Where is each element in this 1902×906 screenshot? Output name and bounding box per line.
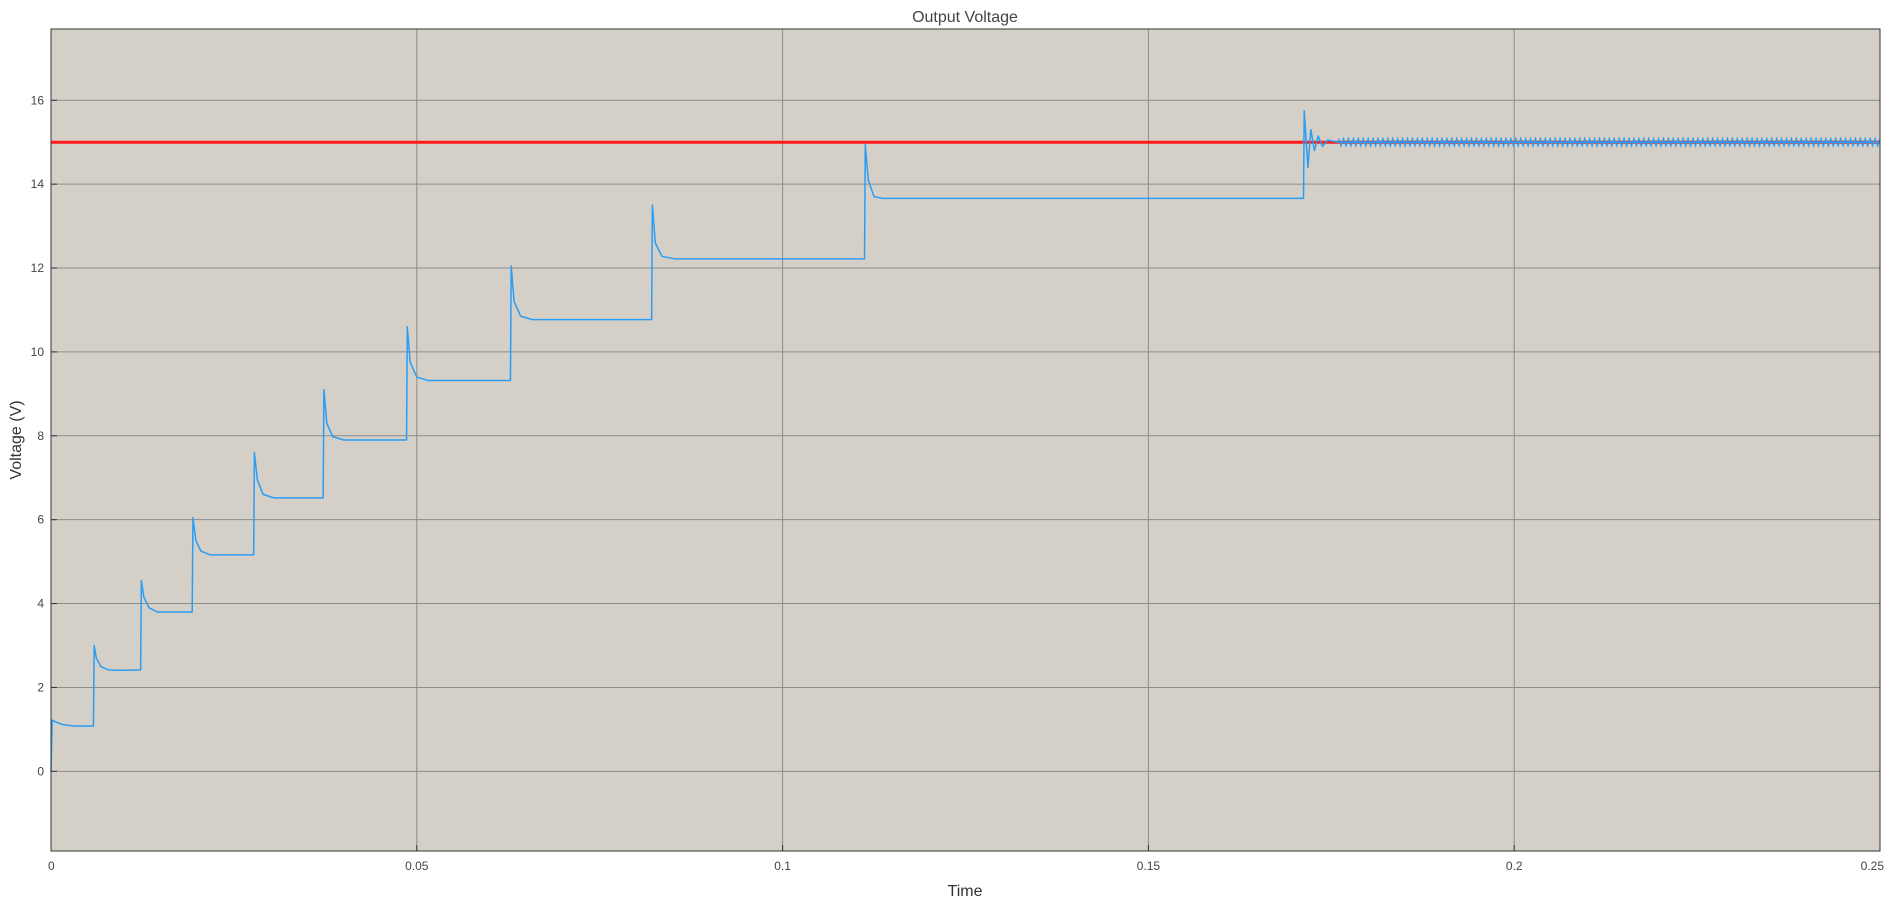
chart-title: Output Voltage [912, 9, 1018, 26]
x-tick-label: 0.1 [774, 859, 791, 873]
y-tick-label: 4 [37, 597, 44, 611]
plot-area [51, 29, 1880, 851]
x-tick-label: 0.05 [405, 859, 429, 873]
x-tick-label: 0.15 [1137, 859, 1161, 873]
plot-frame [50, 28, 1881, 852]
x-tick-label: 0.25 [1861, 859, 1885, 873]
y-tick-label: 14 [31, 177, 45, 191]
grid-lines [51, 29, 1880, 851]
y-tick-label: 16 [31, 93, 45, 107]
output-voltage-line [50, 110, 1880, 772]
y-tick-label: 12 [31, 261, 45, 275]
y-tick-label: 0 [37, 764, 44, 778]
y-tick-label: 6 [37, 513, 44, 527]
x-tick-label: 0 [48, 859, 55, 873]
y-tick-label: 2 [37, 680, 44, 694]
y-tick-label: 10 [31, 345, 45, 359]
output-ripple [1338, 136, 1881, 148]
tick-labels: 0 0.05 0.1 0.15 0.2 0.25 0 2 4 6 8 10 12 14 16 [31, 93, 1885, 873]
y-tick-label: 8 [37, 429, 44, 443]
series-layer [50, 110, 1881, 772]
output-ripple-path [1338, 136, 1881, 148]
x-axis-label: Time [948, 883, 983, 900]
y-axis-label: Voltage (V) [8, 400, 25, 479]
x-tick-label: 0.2 [1506, 859, 1523, 873]
